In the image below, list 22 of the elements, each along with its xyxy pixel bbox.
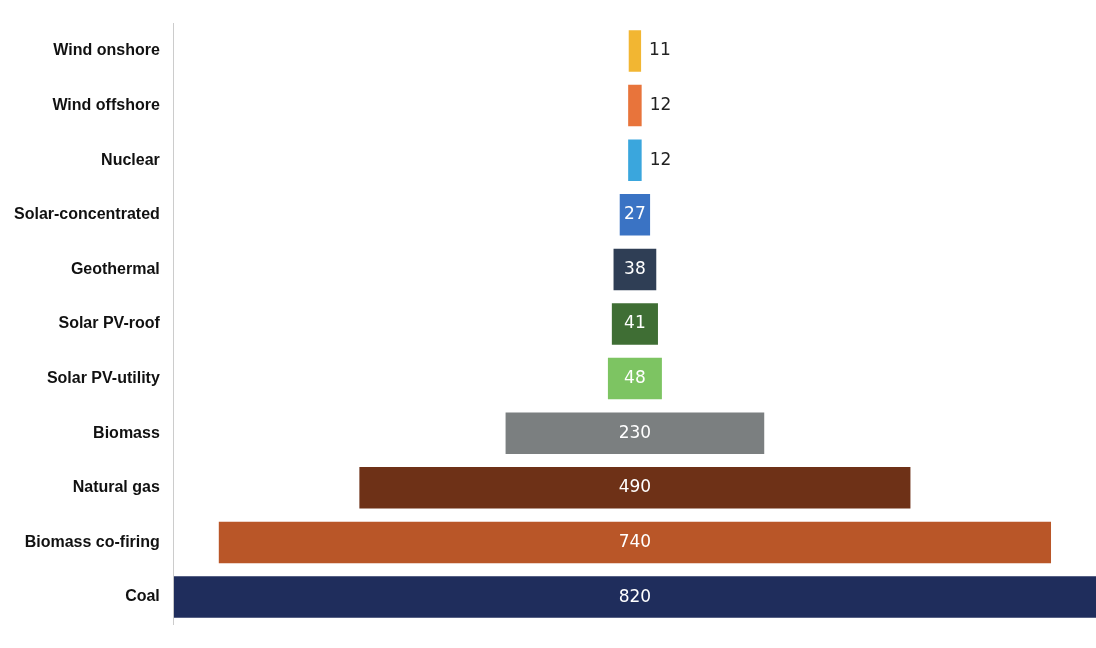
data-label: 230 [618, 421, 652, 442]
data-label: 11 [649, 39, 671, 60]
data-label: 12 [649, 148, 672, 169]
category-label: Natural gas [72, 478, 160, 496]
category-label: Wind offshore [52, 95, 160, 113]
data-label: 41 [624, 312, 646, 333]
data-label: 27 [624, 203, 646, 224]
data-label: 820 [618, 585, 652, 606]
category-label: Nuclear [101, 150, 160, 168]
data-label: 740 [618, 530, 652, 551]
category-label: Coal [125, 587, 160, 605]
data-label: 38 [624, 257, 646, 278]
data-label: 490 [618, 476, 652, 497]
data-label: 12 [649, 93, 672, 114]
category-label: Wind onshore [53, 41, 160, 59]
category-label: Solar PV-utility [46, 369, 160, 387]
category-label: Solar-concentrated [14, 205, 160, 223]
category-label: Biomass co-firing [24, 532, 160, 550]
data-label: 48 [624, 367, 646, 388]
category-label: Solar PV-roof [58, 314, 161, 332]
category-label: Geothermal [70, 259, 160, 277]
category-label: Biomass [93, 423, 160, 441]
